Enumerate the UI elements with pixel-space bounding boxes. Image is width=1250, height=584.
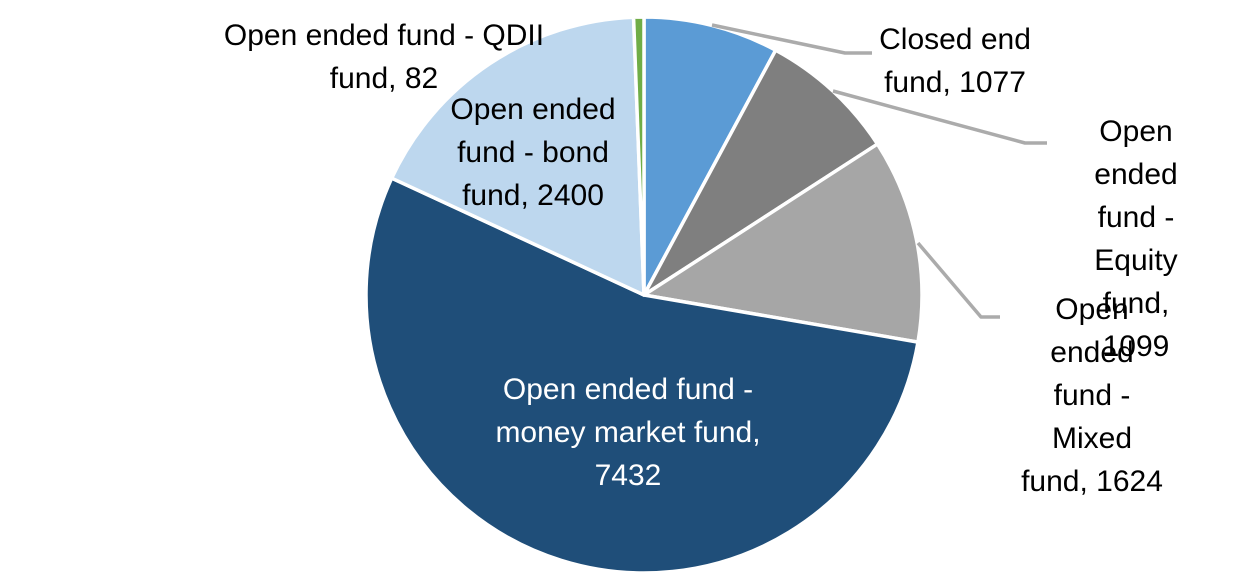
data-label-bond-fund: Open ended fund - bond fund, 2400 (450, 93, 616, 212)
data-label-equity-fund: Open ended fund - Equity fund, 1099 (1094, 115, 1178, 363)
pie-slice-money-market-fund (364, 176, 920, 575)
pie-slices (364, 15, 924, 575)
data-label-money-market-fund: Open ended fund - money market fund, 743… (495, 373, 761, 492)
leader-line-closed-end-fund (711, 23, 872, 55)
pie-slice-closed-end-fund (642, 15, 778, 297)
pie-slice-bond-fund (389, 15, 646, 297)
pie-slice-equity-fund (642, 48, 880, 297)
data-label-mixed-fund: Open ended fund - Mixed fund, 1624 (1021, 293, 1163, 498)
leader-lines (711, 23, 1047, 319)
leader-line-equity-fund (832, 89, 1047, 145)
pie-slice-mixed-fund (642, 142, 924, 344)
data-label-closed-end-fund: Closed end fund, 1077 (879, 23, 1031, 99)
leader-line-mixed-fund (916, 241, 1000, 319)
data-label-qdii-fund: Open ended fund - QDII fund, 82 (223, 19, 545, 95)
pie-slice-qdii-fund (631, 15, 646, 297)
